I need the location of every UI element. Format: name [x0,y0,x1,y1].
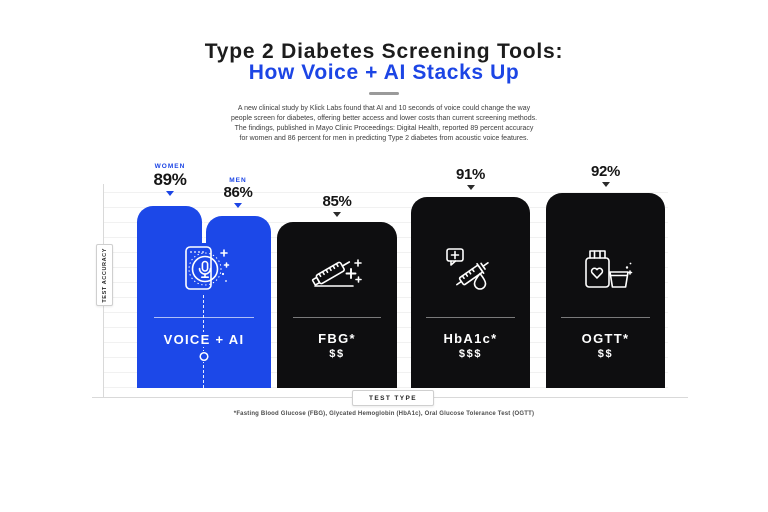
accuracy-value-men: 86% [223,184,253,201]
pointer-triangle-icon [166,191,174,196]
glucose-drink-cup-icon [584,250,632,288]
accuracy-value-hba1c: 91% [455,166,486,183]
page-subtitle: How Voice + AI Stacks Up [248,61,520,84]
pointer-triangle-icon [333,212,341,217]
lancet-syringe-icon [311,259,362,287]
bar-icon-area [546,245,665,295]
bar-label-fbg: FBG* [318,331,356,346]
group-label-women: WOMEN [154,163,186,170]
intro-line: people screen for diabetes, offering bet… [230,115,538,122]
accuracy-value-fbg: 85% [322,193,352,210]
bar-icon-area [277,245,397,295]
smartphone-microphone-icon [175,243,233,295]
bar-content-divider [154,317,254,318]
bar-icon-area [137,243,271,295]
bar-hba1c: HbA1c* $$$ [411,197,530,388]
callout-ogtt: 92% [546,164,665,187]
bar-content-divider [426,317,515,318]
y-axis-label: TEST ACCURACY [96,244,113,306]
bar-content-divider [292,317,382,318]
intro-paragraph: A new clinical study by Klick Labs found… [0,104,768,144]
bar-label-voice-ai: VOICE + AI [137,332,271,347]
x-axis-label-text: TEST TYPE [369,394,417,402]
footnote: *Fasting Blood Glucose (FBG), Glycated H… [233,411,535,417]
x-axis-label: TEST TYPE [352,390,434,406]
bar-fbg: FBG* $$ [277,222,397,388]
bar-label-ogtt: OGTT* [581,331,630,346]
group-label-men: MEN [229,177,247,184]
callout-fbg: 85% [277,194,397,217]
bar-label-hba1c: HbA1c* [443,331,498,346]
accuracy-value-women: 89% [153,170,187,189]
pointer-triangle-icon [601,182,610,187]
bar-cost-hba1c: $$$ [458,348,483,360]
intro-line: for women and 86 percent for men in pred… [239,135,529,142]
title-divider [369,92,399,95]
bar-content-divider [561,317,650,318]
intro-line: A new clinical study by Klick Labs found… [237,105,531,112]
bar-cost-fbg: $$ [329,348,345,360]
bar-icon-area [411,245,530,295]
syringe-blood-drop-icon [445,248,489,290]
callout-men: MEN 86% [205,177,271,208]
ring-icon [198,351,210,362]
pointer-triangle-icon [466,185,475,190]
bar-voice-ai: VOICE + AI [137,206,271,388]
accuracy-value-ogtt: 92% [590,163,621,180]
bar-ogtt: OGTT* $$ [546,193,665,388]
callout-hba1c: 91% [411,167,530,190]
gender-divider-dashed-line [203,210,204,388]
callout-women: WOMEN 89% [137,163,203,196]
ring-logo-area [137,351,271,362]
pointer-triangle-icon [234,203,242,208]
y-axis-label-text: TEST ACCURACY [101,247,108,303]
page-title: Type 2 Diabetes Screening Tools: [204,40,564,63]
intro-line: The findings, published in Mayo Clinic P… [234,125,534,132]
bar-cost-ogtt: $$ [597,348,614,360]
